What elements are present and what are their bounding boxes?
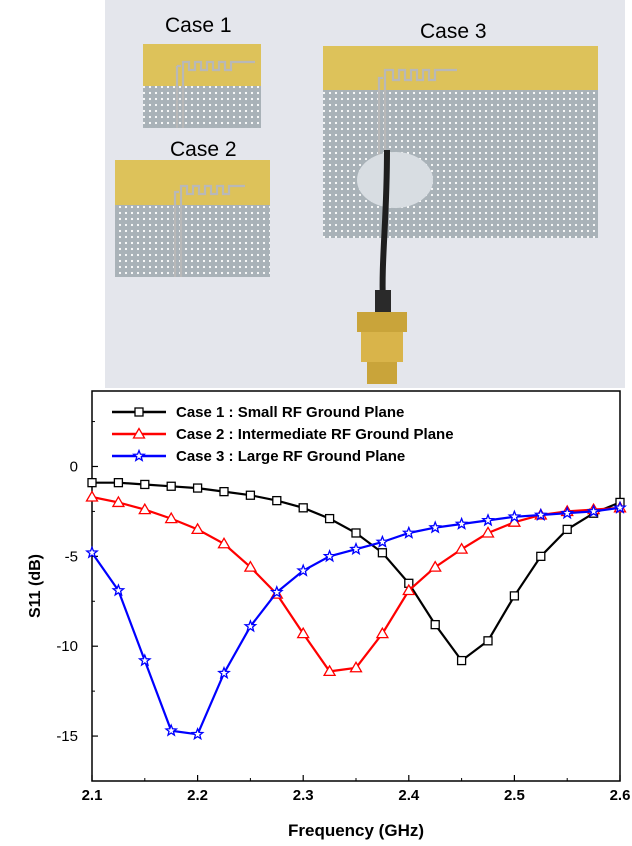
data-point (428, 520, 443, 534)
data-point (349, 541, 363, 556)
coax-cable-with-sma-connector (357, 149, 407, 384)
antenna-prototypes-photo: Case 1 Case 2 Case 3 (105, 0, 625, 388)
data-point (164, 511, 178, 524)
data-point (111, 583, 126, 597)
data-point (481, 526, 495, 538)
data-point (322, 548, 337, 563)
data-point (375, 534, 390, 548)
data-point (245, 490, 256, 500)
case-2-label: Case 2 (170, 138, 237, 161)
case-1-label: Case 1 (165, 14, 232, 37)
legend-entry: Case 1 : Small RF Ground Plane (112, 404, 404, 421)
data-point (243, 560, 258, 572)
legend-entry: Case 2 : Intermediate RF Ground Plane (112, 426, 454, 443)
data-point (296, 563, 311, 577)
legend-label: Case 2 : Intermediate RF Ground Plane (176, 426, 454, 443)
y-tick-label: -5 (65, 548, 78, 565)
data-point (349, 660, 363, 673)
data-point (87, 478, 97, 488)
legend-label: Case 1 : Small RF Ground Plane (176, 404, 404, 421)
data-point (138, 502, 152, 515)
data-point (536, 551, 546, 561)
case-1-board (143, 44, 261, 128)
x-axis: 2.1 2.2 2.3 2.4 2.5 2.6 (82, 775, 631, 804)
legend-entry: Case 3 : Large RF Ground Plane (112, 448, 405, 465)
data-point (428, 560, 442, 572)
data-point (111, 495, 126, 508)
case-2-board (115, 160, 270, 277)
x-tick-label: 2.2 (187, 787, 208, 804)
x-tick-label: 2.4 (398, 787, 420, 804)
data-point (507, 509, 522, 523)
data-point (113, 478, 124, 488)
y-tick-label: -15 (56, 728, 78, 745)
data-point (533, 507, 548, 522)
data-point (430, 619, 440, 630)
data-point (217, 665, 231, 680)
data-point (454, 542, 469, 554)
case-3-board (323, 46, 598, 238)
data-point (272, 495, 282, 506)
data-point (401, 525, 416, 539)
series-layer (85, 478, 627, 741)
legend-marker (132, 427, 146, 439)
s11-chart: 2.1 2.2 2.3 2.4 2.5 2.6 0 -5 -10 -15 Frequency (… (27, 390, 631, 840)
data-point (164, 723, 179, 737)
x-tick-label: 2.6 (610, 787, 631, 804)
data-point (483, 636, 493, 646)
data-point (217, 536, 231, 549)
data-point (402, 583, 416, 596)
data-point (298, 503, 308, 513)
x-axis-title: Frequency (GHz) (288, 821, 424, 840)
data-point (560, 505, 575, 520)
data-point (481, 513, 495, 527)
legend-marker (132, 448, 146, 462)
data-point (190, 727, 205, 741)
data-point (509, 591, 520, 601)
data-point (375, 626, 390, 639)
y-axis-title: S11 (dB) (27, 554, 44, 618)
data-point (140, 479, 150, 490)
data-point (322, 664, 337, 677)
series-3 (85, 500, 627, 741)
data-point (85, 545, 99, 559)
data-point (219, 486, 229, 497)
y-tick-label: -10 (56, 638, 78, 655)
x-tick-label: 2.1 (82, 787, 103, 804)
data-point (192, 483, 203, 493)
data-point (137, 653, 152, 667)
data-point (190, 522, 205, 535)
data-point (613, 500, 627, 514)
y-axis: 0 -5 -10 -15 (56, 421, 98, 745)
data-point (562, 524, 572, 535)
x-tick-label: 2.5 (504, 787, 525, 804)
data-point (166, 481, 176, 491)
case-3-label: Case 3 (420, 20, 487, 43)
data-point (586, 504, 601, 518)
data-point (351, 528, 361, 538)
series-1 (87, 478, 625, 666)
series-2 (85, 490, 627, 677)
data-point (85, 490, 99, 502)
data-point (454, 516, 469, 530)
legend-marker (134, 407, 144, 417)
legend-label: Case 3 : Large RF Ground Plane (176, 448, 405, 465)
data-point (243, 619, 258, 633)
data-point (324, 513, 335, 524)
series-line (91, 506, 621, 736)
data-point (456, 655, 467, 666)
data-point (296, 626, 310, 639)
x-tick-label: 2.3 (293, 787, 314, 804)
data-point (269, 585, 284, 599)
y-tick-label: 0 (70, 458, 78, 475)
data-point (377, 548, 388, 558)
legend: Case 1 : Small RF Ground Plane Case 2 : I… (112, 404, 454, 465)
